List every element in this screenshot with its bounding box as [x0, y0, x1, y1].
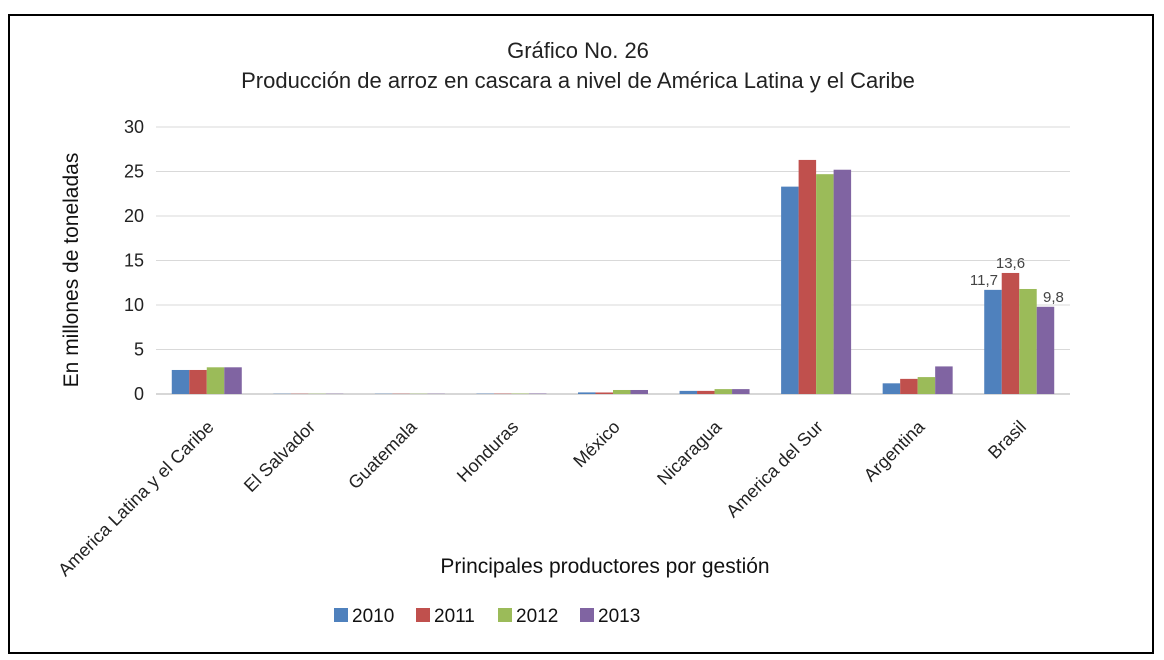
x-tick-label: Nicaragua: [653, 416, 726, 489]
y-tick-labels: 0 5 10 15 20 25 30: [124, 117, 144, 404]
legend-label: 2010: [352, 606, 394, 627]
x-tick-label: México: [569, 417, 623, 471]
x-tick-label: El Salvador: [240, 417, 319, 496]
y-tick-label: 5: [134, 340, 144, 360]
bar: [613, 389, 631, 394]
y-tick-label: 30: [124, 117, 144, 137]
legend-label: 2011: [434, 606, 475, 627]
y-tick-label: 0: [134, 384, 144, 404]
chart-subtitle: Producción de arroz en cascara a nivel d…: [241, 68, 915, 93]
bar: [171, 369, 190, 394]
bar: [816, 174, 834, 394]
bar: [1019, 288, 1037, 394]
y-tick-label: 25: [124, 162, 144, 182]
x-tick-label: Guatemala: [344, 416, 421, 493]
x-tick-label: Honduras: [453, 417, 522, 486]
legend-swatch: [580, 608, 594, 622]
bar: [189, 369, 207, 394]
chart-svg: Gráfico No. 26 Producción de arroz en ca…: [54, 38, 1070, 627]
bar: [714, 389, 733, 394]
legend-swatch: [416, 608, 430, 622]
legend-label: 2013: [598, 606, 640, 627]
x-tick-label: America del Sur: [722, 417, 827, 522]
gridlines: [156, 126, 1070, 395]
bar: [679, 390, 698, 394]
chart-frame: Gráfico No. 26 Producción de arroz en ca…: [8, 14, 1154, 654]
legend-swatch: [498, 608, 512, 622]
bar: [697, 390, 715, 394]
bar: [630, 389, 648, 394]
x-axis-title: Principales productores por gestión: [440, 555, 769, 578]
bar: [732, 389, 750, 394]
bar: [578, 392, 596, 394]
bars: [171, 159, 1055, 394]
data-label: 13,6: [996, 255, 1025, 272]
bar: [900, 378, 918, 394]
data-label: 11,7: [970, 272, 998, 289]
data-label: 9,8: [1043, 289, 1064, 306]
y-tick-label: 15: [124, 251, 144, 271]
bar: [833, 169, 852, 394]
y-tick-label: 10: [124, 295, 144, 315]
bar: [224, 367, 242, 394]
bar: [882, 383, 901, 394]
data-labels: 11,713,6 9,8: [970, 255, 1064, 306]
bar: [595, 392, 613, 394]
bar: [984, 289, 1002, 394]
y-tick-label: 20: [124, 206, 144, 226]
bar: [206, 367, 225, 394]
x-tick-label: Brasil: [984, 417, 1030, 463]
legend: 2010 2011 2012 2013: [334, 606, 640, 627]
chart-title: Gráfico No. 26: [507, 38, 649, 63]
bar: [1001, 272, 1020, 394]
x-tick-label: America Latina y el Caribe: [54, 417, 217, 580]
bar: [781, 186, 799, 394]
legend-label: 2012: [516, 606, 558, 627]
y-axis-title: En millones de toneladas: [60, 153, 83, 388]
legend-swatch: [334, 608, 348, 622]
bar: [917, 377, 936, 394]
bar: [1036, 306, 1055, 394]
x-tick-label: Argentina: [860, 416, 929, 485]
bar: [798, 159, 817, 394]
bar: [935, 366, 953, 394]
